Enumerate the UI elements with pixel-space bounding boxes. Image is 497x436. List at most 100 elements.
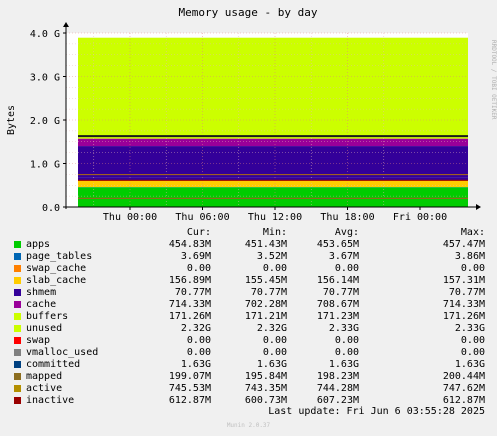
header-cur: Cur: (186, 227, 211, 238)
legend-value-avg: 0.00 (334, 335, 359, 346)
y-tick-label: 3.0 G (30, 73, 60, 84)
legend-value-cur: 0.00 (186, 347, 211, 358)
legend-row-inactive: inactive 612.87M 600.73M 607.23M 612.87M (0, 395, 497, 407)
legend-series-name: apps (26, 239, 51, 250)
legend-value-cur: 454.83M (168, 239, 211, 250)
legend-series-name: cache (26, 299, 57, 310)
legend-value-max: 612.87M (442, 395, 485, 406)
legend-row-swap: swap 0.00 0.00 0.00 0.00 (0, 335, 497, 347)
legend-value-avg: 0.00 (334, 347, 359, 358)
header-avg: Avg: (334, 227, 359, 238)
legend-swatch (14, 325, 21, 332)
chart-title: Memory usage - by day (178, 6, 317, 19)
legend-value-avg: 1.63G (328, 359, 359, 370)
legend-series-name: active (26, 383, 63, 394)
x-tick-label: Thu 18:00 (320, 212, 374, 223)
legend-value-min: 171.21M (244, 311, 287, 322)
header-min: Min: (262, 227, 287, 238)
legend-value-min: 195.84M (244, 371, 287, 382)
legend-swatch (14, 397, 21, 404)
legend-value-max: 457.47M (442, 239, 485, 250)
legend-swatch (14, 301, 21, 308)
legend-series-name: swap_cache (26, 263, 87, 274)
legend-value-max: 2.33G (454, 323, 485, 334)
legend-value-min: 743.35M (244, 383, 287, 394)
munin-version: Munin 2.0.37 (226, 422, 271, 429)
legend-value-max: 157.31M (442, 275, 485, 286)
legend-value-cur: 171.26M (168, 311, 211, 322)
legend-value-max: 70.77M (448, 287, 485, 298)
area-buffers (78, 138, 468, 147)
y-tick-label: 2.0 G (30, 116, 60, 127)
legend-value-min: 1.63G (256, 359, 287, 370)
area-slab_cache (78, 180, 468, 188)
legend-series-name: shmem (26, 287, 57, 298)
legend-value-max: 714.33M (442, 299, 485, 310)
legend-row-vmalloc_used: vmalloc_used 0.00 0.00 0.00 0.00 (0, 347, 497, 359)
header-max: Max: (460, 227, 485, 238)
legend-value-cur: 3.69M (180, 251, 211, 262)
legend-series-name: vmalloc_used (26, 347, 99, 358)
legend-value-min: 600.73M (244, 395, 287, 406)
legend-value-avg: 708.67M (316, 299, 359, 310)
legend-value-max: 0.00 (460, 347, 485, 358)
legend-value-avg: 607.23M (316, 395, 359, 406)
legend-value-cur: 2.32G (180, 323, 211, 334)
legend-row-apps: apps 454.83M 451.43M 453.65M 457.47M (0, 239, 497, 251)
legend-value-cur: 199.07M (168, 371, 211, 382)
legend-table: Cur: Min: Avg: Max: apps 454.83M 451.43M 45… (0, 227, 497, 407)
legend-value-max: 0.00 (460, 335, 485, 346)
area-apps (78, 187, 468, 207)
legend-swatch (14, 253, 21, 260)
legend-swatch (14, 241, 21, 248)
x-tick-label: Thu 12:00 (248, 212, 302, 223)
legend-row-committed: committed 1.63G 1.63G 1.63G 1.63G (0, 359, 497, 371)
legend-swatch (14, 337, 21, 344)
legend-series-name: inactive (26, 395, 75, 406)
legend-value-avg: 3.67M (328, 251, 359, 262)
legend-row-cache: cache 714.33M 702.28M 708.67M 714.33M (0, 299, 497, 311)
legend-series-name: swap (26, 335, 51, 346)
rrdtool-credit: RRDTOOL / TOBI OETIKER (490, 40, 497, 120)
legend-value-avg: 744.28M (316, 383, 359, 394)
legend-swatch (14, 385, 21, 392)
legend-series-name: page_tables (26, 251, 93, 262)
legend-series-name: buffers (26, 311, 69, 322)
legend-value-cur: 612.87M (168, 395, 211, 406)
legend-value-max: 3.86M (454, 251, 485, 262)
legend-value-min: 70.77M (250, 287, 287, 298)
legend-value-avg: 2.33G (328, 323, 359, 334)
legend-value-avg: 0.00 (334, 263, 359, 274)
memory-chart: Memory usage - by day Bytes 0.0 1.0 G 2.0 … (6, 6, 481, 223)
legend-value-min: 702.28M (244, 299, 287, 310)
legend-row-active: active 745.53M 743.35M 744.28M 747.62M (0, 383, 497, 395)
x-tick-label: Fri 00:00 (393, 212, 447, 223)
legend-value-cur: 0.00 (186, 335, 211, 346)
legend-swatch (14, 349, 21, 356)
legend-value-cur: 0.00 (186, 263, 211, 274)
legend-value-min: 0.00 (262, 263, 287, 274)
legend-value-max: 171.26M (442, 311, 485, 322)
legend-value-max: 200.44M (442, 371, 485, 382)
legend-value-cur: 70.77M (174, 287, 211, 298)
x-tick-label: Thu 00:00 (103, 212, 157, 223)
legend-value-avg: 198.23M (316, 371, 359, 382)
legend-row-swap_cache: swap_cache 0.00 0.00 0.00 0.00 (0, 263, 497, 275)
legend-swatch (14, 289, 21, 296)
legend-swatch (14, 277, 21, 284)
legend-value-cur: 1.63G (180, 359, 211, 370)
legend-value-avg: 171.23M (316, 311, 359, 322)
legend-series-name: mapped (26, 371, 63, 382)
legend-row-mapped: mapped 199.07M 195.84M 198.23M 200.44M (0, 371, 497, 383)
legend-value-min: 0.00 (262, 335, 287, 346)
area-shmem (78, 177, 468, 181)
legend-value-avg: 453.65M (316, 239, 359, 250)
legend-value-min: 0.00 (262, 347, 287, 358)
legend-value-min: 2.32G (256, 323, 287, 334)
last-update: Last update: Fri Jun 6 03:55:28 2025 (268, 406, 485, 417)
legend-value-min: 451.43M (244, 239, 287, 250)
legend-swatch (14, 361, 21, 368)
x-axis-arrow (476, 204, 481, 210)
y-tick-label: 1.0 G (30, 160, 60, 171)
legend-row-shmem: shmem 70.77M 70.77M 70.77M 70.77M (0, 287, 497, 299)
